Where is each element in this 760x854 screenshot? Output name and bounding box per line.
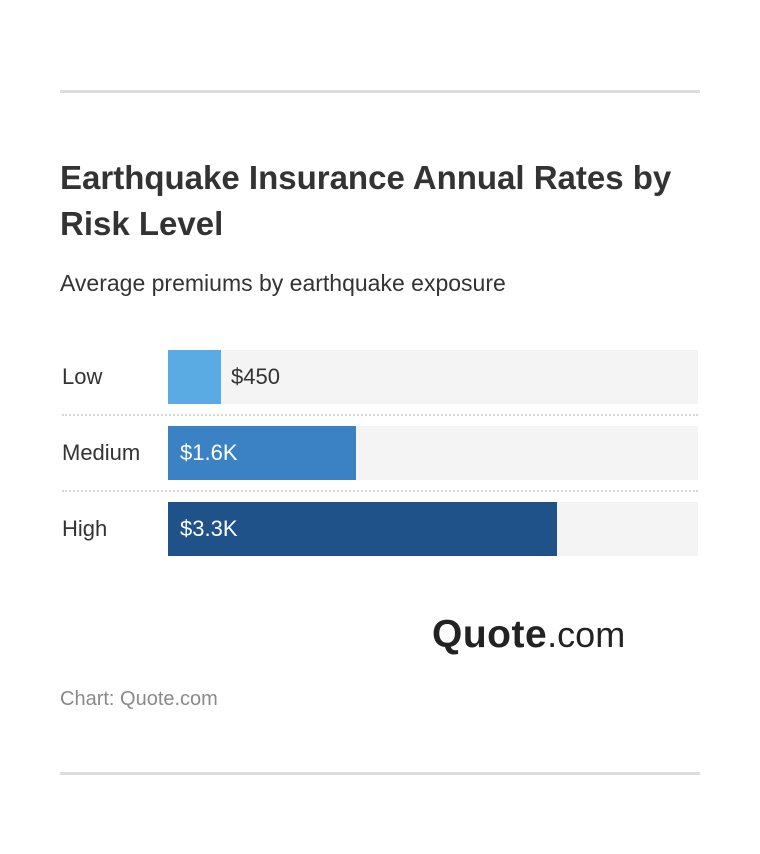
bottom-rule [60,772,700,775]
bar-track: $450 [168,350,698,404]
quote-logo: Quote.com [432,610,625,660]
category-label: Low [62,364,103,389]
row-divider [62,414,698,416]
bar-track: $1.6K [168,426,698,480]
bar [168,502,557,556]
top-rule [60,90,700,93]
value-label: $450 [231,364,280,389]
value-label: $1.6K [180,440,238,465]
chart-title: Earthquake Insurance Annual Rates by Ris… [60,159,672,242]
value-label: $3.3K [180,516,238,541]
category-label: High [62,516,108,541]
chart-subtitle: Average premiums by earthquake exposure [60,270,506,296]
chart-source: Chart: Quote.com [60,688,218,710]
bar [168,426,356,480]
bar-track: $3.3K [168,502,698,556]
bar-row-medium: Medium $1.6K [60,426,698,480]
category-label: Medium [62,440,141,465]
bar-row-low: Low $450 [60,350,698,404]
row-divider [62,490,698,492]
logo-suffix: .com [547,614,626,655]
logo-wordmark: Quote [432,613,548,656]
bar-chart: Low $450 Medium $1.6K High $3.3K [60,350,700,558]
bar [168,350,221,404]
bar-row-high: High $3.3K [60,502,698,556]
